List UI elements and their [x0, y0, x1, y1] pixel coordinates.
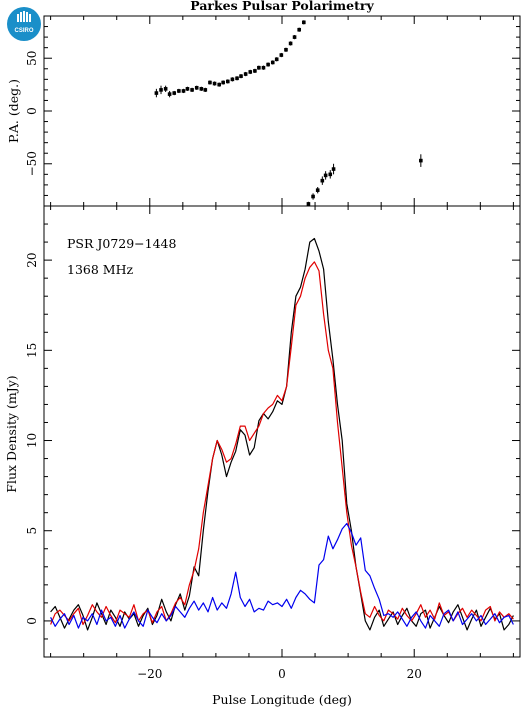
- flux-xtick-label: 0: [278, 667, 286, 681]
- pa-point: [266, 62, 270, 67]
- pa-point: [235, 76, 239, 81]
- pa-point: [257, 65, 261, 70]
- circular-polarization-line: [50, 522, 514, 629]
- pa-point: [212, 81, 217, 86]
- pa-point: [190, 88, 194, 92]
- pa-point: [270, 60, 275, 65]
- flux-ytick-label: 15: [25, 343, 39, 358]
- pa-point: [221, 80, 225, 85]
- pa-ticks: [44, 16, 520, 206]
- pa-point: [331, 167, 336, 171]
- pa-point: [154, 91, 159, 95]
- csiro-logo: CSIRO: [7, 7, 41, 41]
- pa-point: [248, 70, 253, 74]
- pa-points: [154, 20, 423, 206]
- flux-xtick-labels: −20 0 20: [137, 667, 422, 681]
- linear-polarization-line: [50, 261, 514, 626]
- pa-y-axis-label: P.A. (deg.): [6, 79, 21, 143]
- pa-point: [261, 65, 266, 70]
- pa-ytick-labels: −50 0 50: [25, 51, 39, 177]
- pa-point: [230, 77, 235, 82]
- pa-panel-frame: [43, 15, 521, 207]
- pa-point: [419, 158, 423, 163]
- pa-point: [315, 188, 320, 192]
- pa-point: [167, 92, 172, 96]
- pa-point: [243, 72, 248, 76]
- frequency-label: 1368 MHz: [67, 262, 133, 277]
- flux-ytick-label: 5: [25, 527, 39, 535]
- pulsar-name-label: PSR J0729−1448: [67, 236, 177, 251]
- chart-title: Parkes Pulsar Polarimetry: [190, 0, 374, 13]
- pa-point: [302, 20, 306, 25]
- pa-panel: −50 0 50 P.A. (deg.): [6, 15, 521, 207]
- csiro-logo-circle: [7, 7, 41, 41]
- pa-point: [172, 91, 177, 95]
- csiro-logo-text: CSIRO: [14, 28, 33, 34]
- total-intensity-line: [50, 237, 514, 631]
- pa-point: [163, 87, 168, 91]
- pa-point: [288, 41, 293, 46]
- flux-ytick-label: 10: [25, 433, 39, 448]
- pa-point: [208, 80, 212, 85]
- flux-ticks: [44, 206, 520, 657]
- pa-point: [203, 88, 208, 92]
- pa-point: [284, 47, 288, 52]
- pa-point: [185, 87, 190, 91]
- flux-series: [50, 237, 514, 631]
- pa-point: [159, 88, 163, 92]
- pa-point: [225, 79, 230, 84]
- pa-point: [279, 53, 284, 57]
- pa-point: [253, 69, 257, 73]
- pa-point: [274, 57, 279, 62]
- pa-point: [328, 172, 333, 177]
- pa-ytick-label: −50: [25, 151, 39, 176]
- flux-y-axis-label: Flux Density (mJy): [4, 375, 19, 492]
- pa-point: [199, 87, 204, 91]
- flux-ytick-label: 20: [25, 252, 39, 267]
- pa-point: [320, 178, 325, 183]
- flux-xtick-label: 20: [407, 667, 422, 681]
- pa-ytick-label: 50: [25, 51, 39, 66]
- pa-point: [297, 27, 301, 32]
- pa-ytick-label: 0: [25, 107, 39, 115]
- csiro-logo-bars: [17, 11, 31, 22]
- pa-point: [306, 202, 311, 206]
- pa-point: [292, 35, 297, 39]
- pa-point: [311, 194, 315, 199]
- pa-point: [181, 89, 186, 93]
- flux-xtick-label: −20: [137, 667, 162, 681]
- pa-point: [217, 82, 221, 87]
- flux-ytick-label: 0: [25, 617, 39, 625]
- pa-point: [239, 74, 243, 78]
- flux-ytick-labels: 0 5 10 15 20: [25, 252, 39, 624]
- x-axis-label: Pulse Longitude (deg): [212, 692, 352, 707]
- flux-panel: 0 5 10 15 20 −20 0 20 Flux Density (mJy) Pulse…: [4, 205, 521, 707]
- pa-point: [177, 89, 181, 93]
- pa-point: [323, 173, 328, 178]
- pa-point: [194, 85, 199, 90]
